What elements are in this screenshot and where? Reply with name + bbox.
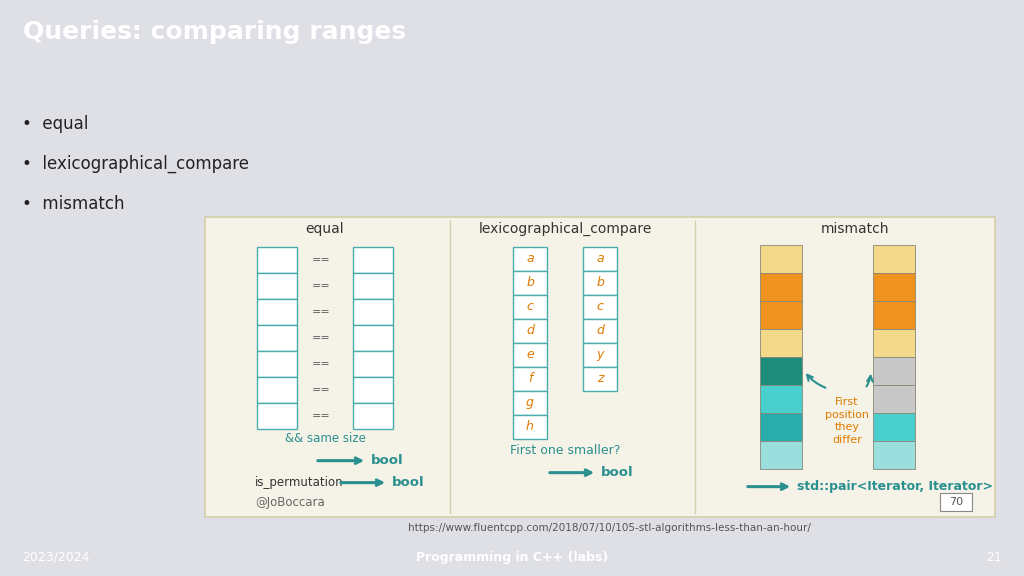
Bar	[353, 273, 393, 299]
Bar	[353, 377, 393, 403]
Bar	[873, 385, 915, 413]
Text: std::pair<Iterator, Iterator>: std::pair<Iterator, Iterator>	[797, 480, 993, 493]
Bar	[760, 385, 802, 413]
Text: 70: 70	[949, 497, 963, 507]
Text: ==: ==	[311, 281, 331, 291]
Bar	[873, 441, 915, 469]
Bar	[513, 391, 547, 415]
Text: lexicographical_compare: lexicographical_compare	[478, 222, 651, 236]
Bar	[760, 329, 802, 357]
Text: ==: ==	[311, 359, 331, 369]
Bar	[257, 247, 297, 273]
Text: ==: ==	[311, 385, 331, 395]
Bar	[873, 357, 915, 385]
Text: f: f	[527, 372, 532, 385]
Text: e: e	[526, 348, 534, 361]
Bar	[583, 319, 617, 343]
Bar	[760, 441, 802, 469]
Bar	[760, 273, 802, 301]
Text: 2023/2024: 2023/2024	[23, 551, 90, 564]
Text: First
position
they
differ: First position they differ	[825, 397, 869, 445]
Bar	[513, 415, 547, 439]
Text: 21: 21	[986, 551, 1001, 564]
Text: z: z	[597, 372, 603, 385]
Bar	[353, 351, 393, 377]
Bar	[353, 325, 393, 351]
Bar	[257, 273, 297, 299]
Text: bool: bool	[392, 476, 425, 489]
Text: Programming in C++ (labs): Programming in C++ (labs)	[416, 551, 608, 564]
Text: •  equal: • equal	[22, 115, 88, 133]
Bar	[583, 367, 617, 391]
Text: First one smaller?: First one smaller?	[510, 444, 621, 457]
Text: ==: ==	[311, 255, 331, 265]
Bar	[205, 217, 995, 517]
Bar	[583, 295, 617, 319]
Bar	[760, 357, 802, 385]
Text: •  mismatch: • mismatch	[22, 195, 125, 213]
Bar	[583, 271, 617, 295]
Bar	[583, 343, 617, 367]
Text: ==: ==	[311, 333, 331, 343]
Text: g: g	[526, 396, 534, 409]
Bar	[513, 295, 547, 319]
Bar	[760, 245, 802, 273]
Bar	[873, 245, 915, 273]
Text: && same size: && same size	[285, 432, 366, 445]
Bar	[760, 413, 802, 441]
Bar	[257, 403, 297, 429]
Text: •  lexicographical_compare: • lexicographical_compare	[22, 155, 249, 173]
Text: c: c	[526, 300, 534, 313]
Text: d: d	[596, 324, 604, 338]
Bar	[257, 325, 297, 351]
Text: bool: bool	[371, 454, 403, 467]
Bar	[257, 351, 297, 377]
Bar	[583, 247, 617, 271]
Text: ==: ==	[311, 411, 331, 420]
Bar	[257, 299, 297, 325]
Bar	[257, 377, 297, 403]
Bar	[760, 301, 802, 329]
Text: y: y	[596, 348, 604, 361]
Bar	[353, 299, 393, 325]
Bar	[513, 367, 547, 391]
Text: b: b	[526, 276, 534, 289]
Text: equal: equal	[306, 222, 344, 236]
Bar	[513, 247, 547, 271]
Text: mismatch: mismatch	[821, 222, 889, 236]
Text: @JoBoccara: @JoBoccara	[255, 496, 325, 509]
Bar	[513, 271, 547, 295]
Bar	[873, 413, 915, 441]
Bar	[873, 273, 915, 301]
Bar	[513, 319, 547, 343]
Bar	[353, 247, 393, 273]
Bar	[513, 343, 547, 367]
Text: https://www.fluentcpp.com/2018/07/10/105-stl-algorithms-less-than-an-hour/: https://www.fluentcpp.com/2018/07/10/105…	[408, 522, 810, 533]
Bar	[353, 403, 393, 429]
Text: a: a	[526, 252, 534, 266]
Text: Queries: comparing ranges: Queries: comparing ranges	[23, 20, 406, 44]
Text: c: c	[597, 300, 603, 313]
Text: d: d	[526, 324, 534, 338]
Text: ==: ==	[311, 307, 331, 317]
Text: h: h	[526, 420, 534, 433]
Text: b: b	[596, 276, 604, 289]
Bar	[873, 329, 915, 357]
Bar	[873, 301, 915, 329]
Text: bool: bool	[601, 466, 634, 479]
Text: a: a	[596, 252, 604, 266]
Text: is_permutation: is_permutation	[255, 476, 344, 489]
Bar	[940, 492, 972, 510]
